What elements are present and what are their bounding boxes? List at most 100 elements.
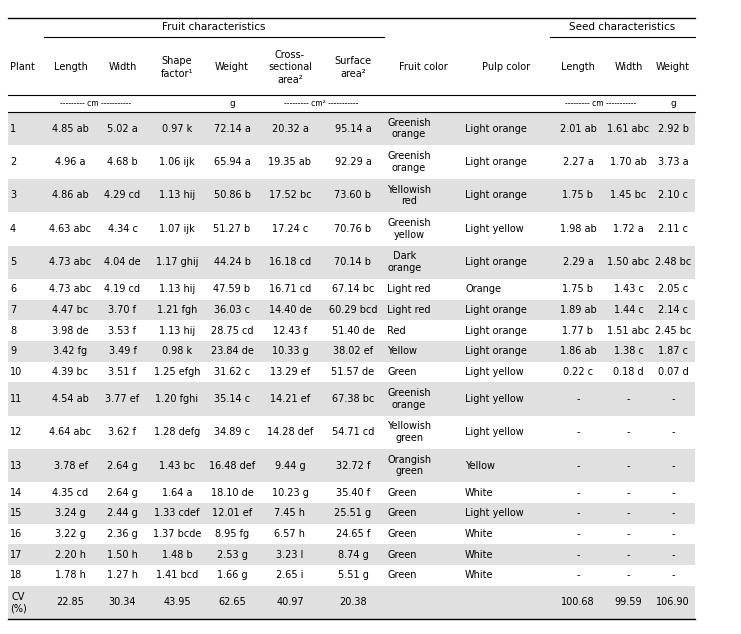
Text: 1.64 a: 1.64 a	[162, 488, 192, 498]
Text: 3.53 f: 3.53 f	[108, 325, 136, 335]
Text: Length: Length	[561, 63, 595, 72]
Text: 43.95: 43.95	[163, 597, 191, 607]
Bar	[8, 112, 695, 145]
Text: White: White	[465, 550, 494, 560]
Text: 4.35 cd: 4.35 cd	[53, 488, 89, 498]
Text: 51.40 de: 51.40 de	[331, 325, 374, 335]
Text: Weight: Weight	[656, 63, 690, 72]
Text: Width: Width	[108, 63, 136, 72]
Text: 1.48 b: 1.48 b	[162, 550, 193, 560]
Text: 35.40 f: 35.40 f	[336, 488, 370, 498]
Text: Surface
area²: Surface area²	[334, 56, 371, 79]
Text: 4.47 bc: 4.47 bc	[53, 305, 89, 315]
Text: 8: 8	[10, 325, 16, 335]
Text: 40.97: 40.97	[276, 597, 304, 607]
Text: 10: 10	[10, 367, 22, 377]
Text: 1.43 bc: 1.43 bc	[159, 461, 195, 470]
Text: 2.45 bc: 2.45 bc	[655, 325, 691, 335]
Text: 0.22 c: 0.22 c	[563, 367, 593, 377]
Text: 1.51 abc: 1.51 abc	[608, 325, 650, 335]
Text: Light yellow: Light yellow	[465, 508, 524, 519]
Text: 1.75 b: 1.75 b	[562, 284, 594, 294]
Text: 65.94 a: 65.94 a	[213, 157, 250, 167]
Text: 30.34: 30.34	[109, 597, 136, 607]
Text: 4.73 abc: 4.73 abc	[50, 257, 92, 267]
Text: Green: Green	[387, 488, 416, 498]
Text: 1.27 h: 1.27 h	[107, 571, 138, 580]
Text: -: -	[627, 488, 631, 498]
Text: CV
(%): CV (%)	[10, 592, 27, 613]
Text: 4.34 c: 4.34 c	[107, 224, 137, 234]
Text: 36.03 c: 36.03 c	[214, 305, 250, 315]
Text: 4.29 cd: 4.29 cd	[104, 190, 141, 200]
Text: 3.23 l: 3.23 l	[276, 550, 304, 560]
Text: 32.72 f: 32.72 f	[336, 461, 370, 470]
Text: 9: 9	[10, 346, 16, 356]
Text: 5.51 g: 5.51 g	[338, 571, 368, 580]
Text: 2.65 i: 2.65 i	[276, 571, 304, 580]
Text: Dark
orange: Dark orange	[387, 252, 421, 273]
Text: 3.70 f: 3.70 f	[108, 305, 136, 315]
Text: 2.64 g: 2.64 g	[107, 488, 138, 498]
Text: 0.07 d: 0.07 d	[657, 367, 688, 377]
Text: 2.64 g: 2.64 g	[107, 461, 138, 470]
Text: 4.86 ab: 4.86 ab	[52, 190, 89, 200]
Text: 18: 18	[10, 571, 22, 580]
Text: Shape
factor¹: Shape factor¹	[161, 56, 193, 79]
Text: -: -	[576, 529, 579, 539]
Text: Width: Width	[614, 63, 642, 72]
Bar	[8, 449, 695, 482]
Text: 1.43 c: 1.43 c	[614, 284, 643, 294]
Text: 1.21 fgh: 1.21 fgh	[157, 305, 197, 315]
Text: 3.51 f: 3.51 f	[108, 367, 136, 377]
Text: 1.89 ab: 1.89 ab	[559, 305, 597, 315]
Text: -: -	[576, 461, 579, 470]
Text: 106.90: 106.90	[657, 597, 690, 607]
Text: 4.64 abc: 4.64 abc	[50, 427, 92, 437]
Text: 70.14 b: 70.14 b	[334, 257, 371, 267]
Text: 51.57 de: 51.57 de	[331, 367, 374, 377]
Text: 1.70 ab: 1.70 ab	[610, 157, 647, 167]
Text: -: -	[576, 571, 579, 580]
Text: 8.95 fg: 8.95 fg	[215, 529, 249, 539]
Text: 3.73 a: 3.73 a	[658, 157, 688, 167]
Text: 1.75 b: 1.75 b	[562, 190, 594, 200]
Text: -: -	[671, 394, 675, 404]
Text: 1.45 bc: 1.45 bc	[611, 190, 647, 200]
Text: 1.86 ab: 1.86 ab	[559, 346, 597, 356]
Text: 3.77 ef: 3.77 ef	[105, 394, 139, 404]
Text: 20.38: 20.38	[339, 597, 367, 607]
Text: Fruit characteristics: Fruit characteristics	[162, 22, 266, 32]
Text: 1.37 bcde: 1.37 bcde	[153, 529, 202, 539]
Bar	[8, 245, 695, 279]
Text: 17: 17	[10, 550, 22, 560]
Text: Green: Green	[387, 550, 416, 560]
Text: -: -	[627, 550, 631, 560]
Text: Fruit color: Fruit color	[399, 63, 448, 72]
Text: --------- cm -----------: --------- cm -----------	[565, 99, 636, 108]
Text: 92.29 a: 92.29 a	[335, 157, 371, 167]
Text: 24.65 f: 24.65 f	[336, 529, 370, 539]
Text: 1.33 cdef: 1.33 cdef	[154, 508, 199, 519]
Text: -: -	[671, 461, 675, 470]
Text: -: -	[627, 571, 631, 580]
Text: 17.24 c: 17.24 c	[272, 224, 308, 234]
Text: 1.25 efgh: 1.25 efgh	[153, 367, 200, 377]
Text: 5: 5	[10, 257, 16, 267]
Text: Orange: Orange	[465, 284, 501, 294]
Text: Light red: Light red	[387, 284, 431, 294]
Text: Green: Green	[387, 529, 416, 539]
Text: -: -	[627, 427, 631, 437]
Text: 10.33 g: 10.33 g	[272, 346, 308, 356]
Text: 8.74 g: 8.74 g	[338, 550, 368, 560]
Text: -: -	[671, 488, 675, 498]
Text: 12.43 f: 12.43 f	[273, 325, 307, 335]
Text: g: g	[229, 99, 235, 108]
Text: Green: Green	[387, 571, 416, 580]
Text: 3.98 de: 3.98 de	[52, 325, 89, 335]
Text: 1.44 c: 1.44 c	[614, 305, 643, 315]
Text: Light yellow: Light yellow	[465, 367, 524, 377]
Text: 31.62 c: 31.62 c	[214, 367, 250, 377]
Text: Green: Green	[387, 367, 416, 377]
Text: -: -	[576, 427, 579, 437]
